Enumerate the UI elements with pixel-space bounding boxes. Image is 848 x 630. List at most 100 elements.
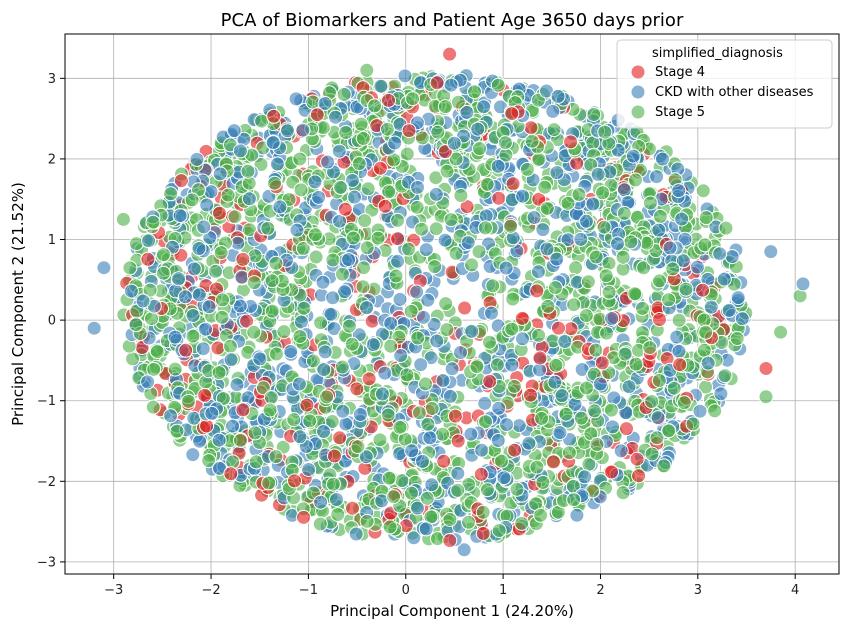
- scatter-point: [448, 245, 464, 261]
- scatter-point: [262, 402, 278, 418]
- scatter-point: [464, 323, 480, 339]
- scatter-point: [404, 485, 419, 501]
- scatter-point: [479, 176, 495, 192]
- scatter-point: [361, 371, 377, 387]
- scatter-point: [450, 465, 466, 481]
- scatter-point: [547, 280, 563, 296]
- scatter-point: [675, 253, 691, 269]
- scatter-point: [642, 195, 658, 211]
- scatter-point: [456, 542, 472, 558]
- scatter-point: [295, 122, 311, 138]
- scatter-point: [345, 500, 360, 516]
- scatter-point: [341, 252, 357, 268]
- scatter-point: [546, 122, 562, 138]
- scatter-point: [671, 312, 687, 328]
- scatter-point: [293, 314, 309, 330]
- scatter-point: [453, 188, 469, 203]
- legend-marker: [631, 65, 645, 79]
- scatter-point: [232, 433, 248, 448]
- scatter-point: [606, 390, 622, 406]
- scatter-point: [197, 387, 213, 403]
- scatter-point: [352, 407, 368, 422]
- scatter-point: [477, 395, 493, 411]
- scatter-point: [349, 381, 365, 397]
- scatter-point: [401, 241, 417, 257]
- scatter-point: [268, 346, 284, 362]
- scatter-point: [490, 433, 506, 448]
- scatter-point: [478, 414, 494, 430]
- scatter-point: [439, 322, 455, 338]
- scatter-point: [662, 240, 678, 256]
- scatter-point: [373, 78, 389, 94]
- scatter-point: [308, 249, 324, 265]
- scatter-point: [578, 308, 594, 324]
- scatter-point: [450, 482, 466, 498]
- scatter-point: [201, 299, 217, 315]
- scatter-point: [642, 340, 658, 356]
- y-tick-label: 0: [48, 314, 56, 329]
- scatter-point: [381, 184, 397, 200]
- scatter-point: [535, 474, 551, 490]
- scatter-point: [383, 315, 399, 331]
- scatter-point: [265, 135, 281, 151]
- scatter-point: [724, 249, 740, 265]
- scatter-point: [214, 309, 230, 325]
- scatter-point: [351, 156, 367, 172]
- scatter-point: [225, 418, 241, 434]
- scatter-point: [656, 458, 672, 474]
- scatter-point: [470, 121, 486, 137]
- scatter-point: [573, 231, 589, 247]
- scatter-point: [252, 351, 268, 367]
- scatter-point: [671, 343, 687, 359]
- scatter-point: [319, 389, 335, 405]
- scatter-point: [718, 220, 734, 236]
- scatter-point: [328, 109, 343, 125]
- scatter-point: [595, 185, 611, 201]
- x-tick-label: −3: [104, 583, 123, 598]
- scatter-point: [313, 315, 329, 331]
- scatter-point: [264, 273, 280, 289]
- scatter-point: [534, 410, 550, 426]
- scatter-point: [605, 419, 621, 435]
- scatter-point: [186, 261, 202, 277]
- scatter-point: [415, 453, 430, 469]
- scatter-point: [577, 469, 593, 485]
- scatter-point: [338, 125, 354, 140]
- scatter-point: [661, 423, 677, 439]
- scatter-point: [578, 213, 594, 229]
- scatter-point: [566, 492, 582, 508]
- x-tick-label: 0: [402, 583, 410, 598]
- scatter-point: [356, 260, 372, 276]
- scatter-point: [628, 172, 643, 188]
- scatter-point: [276, 324, 292, 340]
- scatter-point: [280, 123, 295, 139]
- scatter-point: [713, 386, 729, 402]
- scatter-point: [442, 533, 458, 548]
- x-tick-label: 2: [596, 583, 604, 598]
- scatter-point: [573, 410, 589, 426]
- y-axis-label: Principal Component 2 (21.52%): [9, 182, 27, 426]
- scatter-point: [692, 403, 708, 419]
- scatter-point: [460, 235, 476, 251]
- scatter-point: [504, 357, 520, 373]
- legend-entry-label: CKD with other diseases: [655, 85, 814, 100]
- scatter-point: [531, 151, 547, 167]
- scatter-point: [616, 182, 632, 198]
- axis-ticks: −3 −2 −1 0 1 2 3 4 −3 −2 −1 0 1 2 3: [37, 72, 800, 598]
- scatter-point: [472, 141, 487, 157]
- scatter-point: [359, 513, 375, 529]
- scatter-point: [471, 244, 487, 260]
- scatter-point: [428, 186, 444, 202]
- scatter-point: [196, 219, 212, 235]
- scatter-point: [507, 442, 523, 458]
- scatter-point: [446, 135, 462, 151]
- y-tick-label: 2: [48, 152, 56, 167]
- scatter-point: [457, 300, 473, 316]
- scatter-point: [229, 377, 245, 393]
- scatter-point: [410, 330, 426, 346]
- scatter-point: [490, 158, 506, 174]
- scatter-point: [678, 281, 694, 297]
- scatter-point: [325, 476, 341, 492]
- scatter-point: [496, 470, 512, 486]
- scatter-point: [191, 241, 207, 256]
